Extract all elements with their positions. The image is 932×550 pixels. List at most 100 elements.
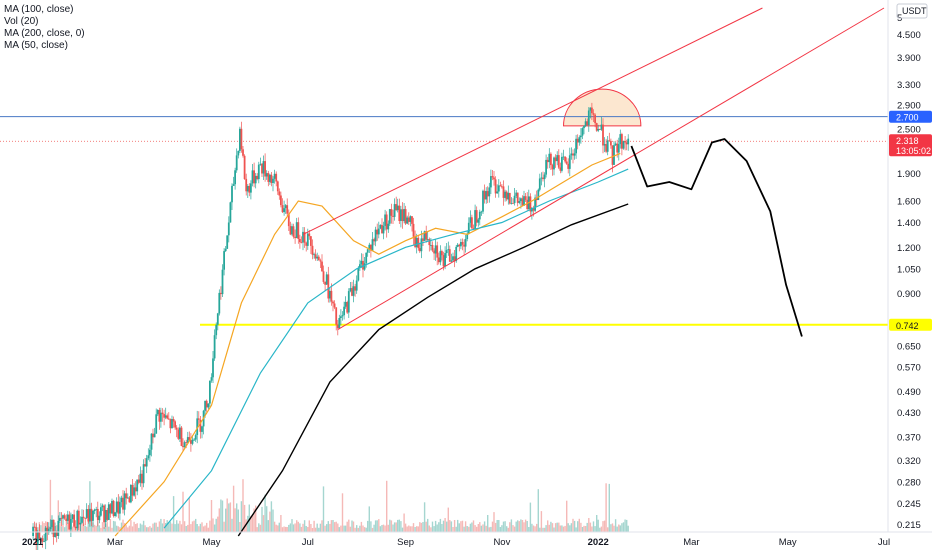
volume-bar: [362, 525, 364, 532]
candle-body: [385, 214, 388, 230]
indicator-vol-label[interactable]: Vol (20): [4, 16, 39, 27]
x-tick-label: Jul: [302, 537, 314, 548]
volume-bar: [528, 527, 530, 532]
volume-bar: [594, 526, 596, 532]
volume-bar: [588, 518, 590, 532]
volume-bar: [196, 524, 198, 532]
candle-body: [332, 301, 334, 304]
volume-bar: [146, 527, 148, 532]
candle-body: [540, 177, 543, 179]
x-tick-label: 2022: [588, 537, 609, 548]
volume-bar: [343, 525, 345, 532]
volume-bar: [116, 525, 118, 532]
indicator-ma100-label[interactable]: MA (100, close): [4, 4, 74, 15]
candle-body: [55, 532, 58, 536]
candle-body: [610, 141, 612, 146]
candle-body: [59, 517, 61, 521]
volume-bar: [112, 520, 115, 532]
wedge-upper-trendline[interactable]: [302, 7, 763, 235]
volume-bar: [368, 506, 370, 532]
candle-body: [311, 245, 314, 255]
candle-body: [420, 238, 423, 252]
candle-body: [411, 216, 413, 224]
volume-bar: [611, 523, 614, 532]
candle-body: [469, 217, 472, 223]
volume-bar: [172, 496, 175, 532]
volume-bar: [59, 522, 61, 532]
candle-body: [355, 280, 358, 291]
volume-bar: [267, 520, 269, 532]
volume-bar: [504, 521, 506, 532]
volume-bar: [108, 526, 110, 532]
candle-body: [36, 531, 39, 545]
candle-body: [448, 249, 451, 262]
volume-bar: [303, 520, 306, 532]
candle-body: [535, 197, 538, 201]
volume-bar: [457, 519, 459, 532]
candle-body: [557, 155, 560, 168]
volume-bar: [340, 525, 342, 532]
candle-body: [471, 217, 473, 229]
volume-bar: [403, 513, 405, 532]
volume-bar: [176, 520, 178, 532]
candle-body: [232, 184, 235, 186]
volume-bar: [174, 524, 176, 532]
volume-bar: [534, 526, 536, 532]
volume-bar: [86, 526, 88, 532]
volume-bar: [550, 521, 552, 532]
candle-body: [257, 164, 260, 180]
wedge-lower-trendline[interactable]: [337, 7, 885, 331]
currency-label: USDT: [902, 6, 927, 16]
candle-body: [302, 231, 304, 243]
volume-bar: [242, 479, 244, 532]
volume-bar: [387, 524, 389, 532]
candle-body: [70, 519, 72, 530]
candle-body: [239, 128, 241, 151]
candle-body: [137, 479, 140, 483]
volume-bar: [542, 527, 544, 532]
volume-bar: [209, 520, 211, 532]
volume-bar: [393, 522, 396, 532]
volume-bar: [379, 526, 382, 532]
candle-body: [576, 138, 579, 143]
candle-body: [276, 181, 279, 192]
candle-body: [401, 209, 404, 221]
volume-bar: [218, 508, 220, 532]
volume-bar: [248, 504, 250, 532]
volume-bar: [185, 526, 187, 532]
volume-bar: [351, 520, 353, 532]
volume-bar: [229, 502, 232, 532]
candle-body: [570, 153, 573, 156]
volume-bar: [603, 520, 606, 532]
currency-box[interactable]: [896, 3, 928, 19]
volume-bar: [356, 525, 358, 532]
candle-body: [242, 149, 244, 156]
indicator-ma50-label[interactable]: MA (50, close): [4, 40, 68, 51]
top-arc-shape[interactable]: [563, 88, 642, 127]
volume-bar: [223, 521, 225, 532]
candle-body: [338, 318, 341, 329]
candle-body: [520, 198, 522, 202]
candle-body: [35, 527, 38, 545]
candle-body: [44, 527, 47, 542]
candle-body: [314, 254, 317, 259]
indicator-ma200-label[interactable]: MA (200, close, 0): [4, 28, 85, 39]
candle-body: [226, 235, 229, 249]
volume-bar: [352, 521, 355, 532]
candle-body: [158, 410, 161, 422]
volume-bar: [160, 518, 162, 532]
candle-body: [240, 128, 243, 150]
candle-body: [213, 335, 216, 359]
volume-bar: [446, 521, 448, 532]
volume-bar: [493, 512, 495, 532]
projection-path[interactable]: [630, 138, 803, 337]
candle-body: [493, 177, 495, 180]
y-tick-label: 0.900: [897, 289, 921, 300]
y-tick-label: 0.320: [897, 456, 921, 467]
volume-bar: [280, 515, 282, 532]
volume-bar: [171, 523, 173, 532]
candle-body: [368, 244, 371, 250]
candle-body: [371, 239, 374, 251]
